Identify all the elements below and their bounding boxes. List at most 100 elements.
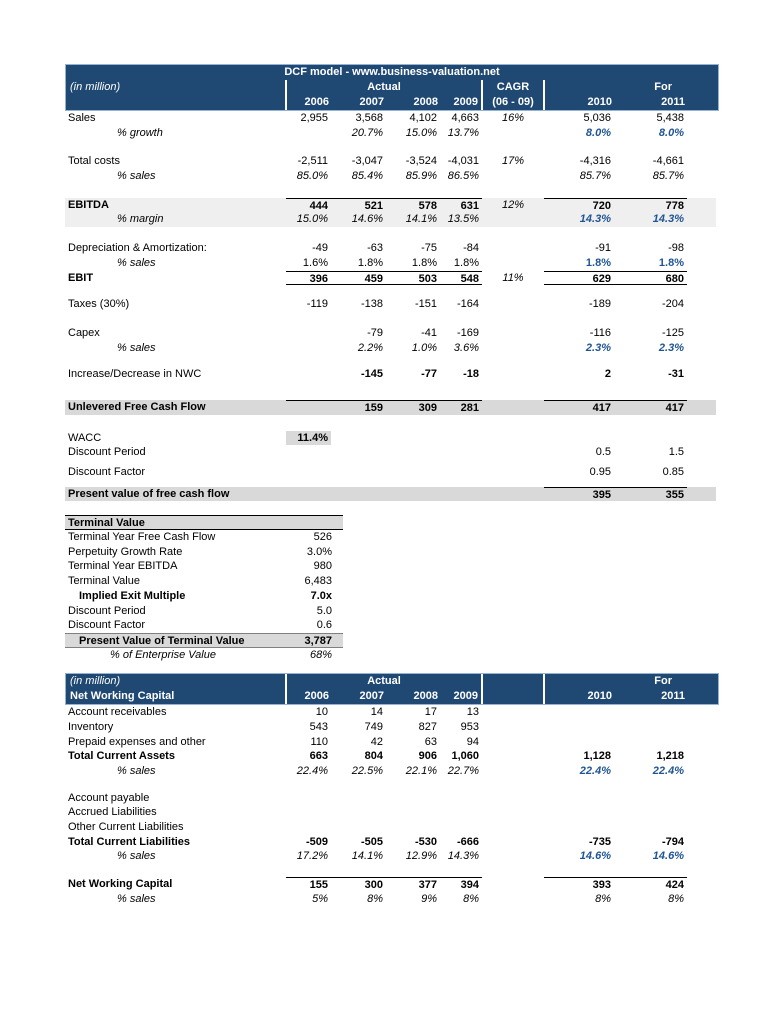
cell-2009	[440, 820, 482, 835]
cell-2008: -41	[421, 326, 437, 339]
row-label: Sales	[68, 112, 96, 124]
cell-2009: 14.3%	[447, 850, 479, 863]
cell-2008: -3,524	[405, 155, 437, 168]
cell-2010: 2	[604, 368, 611, 381]
row-spacer	[65, 382, 719, 400]
cagr-empty-cell	[483, 674, 545, 690]
cell-2011	[614, 720, 687, 735]
cell-2008: 12.9%	[405, 850, 437, 863]
cell-2006	[286, 445, 331, 460]
cell-2009: -4,031	[447, 155, 479, 168]
row-label: Account receivables	[68, 706, 167, 719]
row-label: % margin	[65, 212, 286, 228]
cell-cagr	[482, 764, 544, 779]
forecast-label: For	[654, 81, 672, 93]
cell-extra	[687, 297, 716, 312]
year-2010: 2010	[587, 690, 612, 703]
year-2008: 2008	[413, 96, 438, 108]
year-2006: 2006	[304, 96, 329, 108]
cell-2007: 2.2%	[357, 341, 383, 354]
year-2007: 2007	[359, 690, 384, 703]
in-million-label: (in million)	[66, 80, 287, 95]
cell-2008: 15.0%	[405, 126, 437, 139]
cell-2010: 85.7%	[579, 170, 611, 183]
cell-cagr	[482, 805, 544, 820]
cell-2011: -4,661	[652, 155, 684, 168]
dcf-table-body: Sales 2,955 3,568 4,102 4,663 16% 5,036 5,438 % …	[65, 111, 719, 502]
cell-2007: -3,047	[351, 155, 383, 168]
cell-value: 0.6	[316, 619, 332, 632]
cell-extra	[687, 705, 716, 720]
cell-2006: 11.4%	[286, 430, 331, 446]
cell-2007: 459	[331, 270, 386, 286]
cell-2008: 309	[386, 399, 440, 415]
year-2011: 2011	[661, 96, 685, 108]
cell-2006: 444	[286, 197, 331, 213]
cell-2009: 22.7%	[447, 765, 479, 777]
year-2009: 2009	[441, 95, 483, 110]
actual-label: Actual	[287, 80, 483, 95]
cell-2010	[544, 805, 614, 820]
cell-cagr	[482, 212, 544, 228]
table-row: Other Current Liabilities	[65, 820, 719, 835]
cell-2008: 1.8%	[411, 256, 437, 269]
nwc-table: (in million) Actual For Net Working Capi…	[65, 673, 719, 906]
cell-2006	[286, 465, 331, 480]
cell-2008: 503	[386, 270, 440, 286]
cagr-sub-label: (06 - 09)	[483, 95, 545, 110]
cell-cagr	[482, 399, 544, 415]
cell-value: 6,483	[304, 575, 332, 588]
row-label: Unlevered Free Cash Flow	[65, 399, 286, 415]
cell-2008: 9%	[421, 892, 437, 905]
table-row: Total Current Liabilities -509 -505 -530 -66…	[65, 835, 719, 850]
cell-value: 68%	[309, 648, 332, 661]
cell-2006	[286, 399, 331, 415]
cell-2009: 394	[440, 877, 482, 892]
row-label: Depreciation & Amortization:	[68, 242, 207, 255]
cell-2006: -119	[306, 298, 328, 311]
table-row: Net Working Capital 155 300 377 394 393 424	[65, 877, 719, 892]
cell-2008: -75	[421, 242, 437, 255]
cell-value: 3.0%	[306, 545, 332, 558]
cell-extra	[687, 126, 716, 141]
year-2006: 2006	[304, 690, 329, 703]
cell-cagr: 16%	[501, 112, 525, 124]
cell-2006	[286, 341, 331, 356]
cell-2007: 42	[370, 735, 383, 748]
cell-2010: -189	[588, 298, 611, 311]
cell-2011: 2.3%	[658, 341, 684, 354]
table-row: % sales 85.0% 85.4% 85.9% 86.5% 85.7% 85.7%	[65, 169, 719, 184]
cell-2006	[286, 126, 331, 141]
cell-2010	[544, 431, 614, 446]
terminal-value-body: Terminal Year Free Cash Flow 526 Perpetuit…	[65, 530, 719, 662]
cell-2010: 629	[544, 270, 614, 286]
table-row: Sales 2,955 3,568 4,102 4,663 16% 5,036 5,438	[65, 111, 719, 126]
table-row: % sales 1.6% 1.8% 1.8% 1.8% 1.8% 1.8%	[65, 256, 719, 271]
row-label: EBITDA	[65, 197, 286, 213]
terminal-value-title-spacer	[286, 515, 343, 531]
row-label: % sales	[117, 892, 156, 905]
spreadsheet-area: DCF model - www.business-valuation.net (…	[65, 64, 719, 907]
cell-2010: 14.3%	[544, 212, 614, 228]
row-label: Account payable	[68, 791, 150, 804]
cell-2006: 663	[309, 750, 328, 763]
cell-2009: -18	[463, 368, 479, 381]
row-label: Discount Factor	[68, 466, 146, 478]
cell-2010: -91	[595, 242, 611, 255]
row-label: Net Working Capital	[68, 878, 173, 891]
cell-2007: -79	[367, 326, 383, 339]
cell-cagr	[482, 820, 544, 835]
row-spacer	[65, 355, 719, 367]
cell-cagr	[482, 486, 544, 502]
cell-2009	[440, 465, 482, 480]
row-label: Taxes (30%)	[68, 298, 130, 311]
cell-2010: 417	[544, 399, 614, 415]
nwc-table-header: (in million) Actual For Net Working Capi…	[65, 673, 719, 706]
cell-2010: 395	[544, 486, 614, 502]
table-row: % margin 15.0% 14.6% 14.1% 13.5% 14.3% 14.3%	[65, 212, 719, 228]
terminal-value-title: Terminal Value	[65, 515, 286, 531]
cell-extra	[687, 445, 716, 460]
cell-extra	[687, 749, 716, 764]
cell-2008: -77	[421, 368, 437, 381]
cell-2006: 1.6%	[302, 256, 328, 269]
